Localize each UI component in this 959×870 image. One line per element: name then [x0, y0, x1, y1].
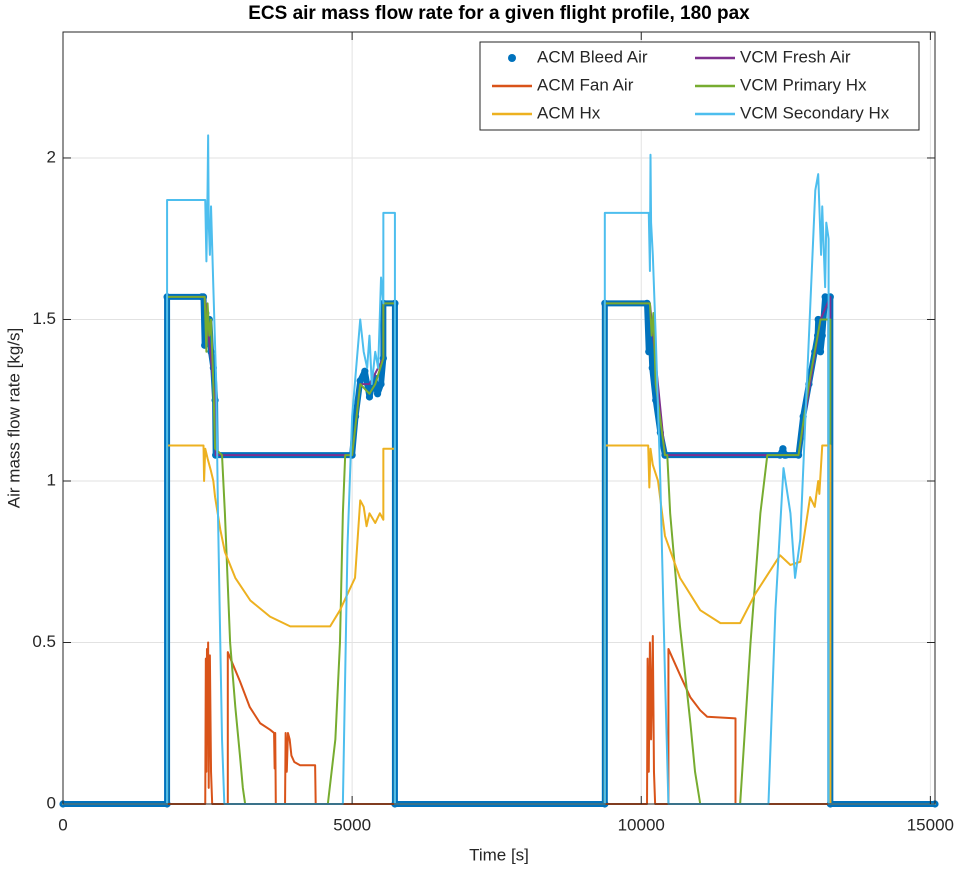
series-line: [62, 134, 936, 805]
axes: 0 5000 10000 15000 0 0.5 1 1.5 2: [32, 31, 954, 834]
y-tick-label: 0.5: [32, 632, 56, 651]
axes-box: [62, 31, 936, 805]
data-point: [361, 367, 369, 375]
data-point: [645, 348, 653, 356]
data-point: [373, 390, 382, 398]
chart-title: ECS air mass flow rate for a given fligh…: [248, 3, 750, 24]
data-point: [821, 293, 829, 301]
x-tick-label: 0: [58, 815, 67, 834]
y-tick-label: 1: [47, 470, 56, 489]
data-point: [377, 380, 385, 388]
legend-label: ACM Hx: [537, 103, 601, 122]
x-tick-label: 15000: [907, 815, 954, 834]
y-tick-label: 0: [47, 793, 56, 812]
data-point: [816, 348, 825, 356]
series-line: [62, 295, 936, 805]
y-axis-label: Air mass flow rate [kg/s]: [4, 328, 23, 508]
y-tick-label: 1.5: [32, 309, 56, 328]
data-point: [356, 377, 364, 385]
x-tick-label: 10000: [618, 815, 665, 834]
legend-label: VCM Primary Hx: [740, 75, 867, 94]
legend-label: VCM Fresh Air: [740, 47, 851, 66]
legend-label: ACM Fan Air: [537, 75, 634, 94]
data-point: [818, 332, 826, 340]
data-point: [648, 364, 656, 372]
legend-label: VCM Secondary Hx: [740, 103, 890, 122]
legend-label: ACM Bleed Air: [537, 47, 648, 66]
legend: ACM Bleed Air VCM Fresh Air ACM Fan Air VCM…: [479, 41, 920, 131]
data-point: [365, 393, 374, 401]
legend-marker: [508, 54, 516, 62]
data-point: [779, 445, 787, 453]
x-axis-label: Time [s]: [469, 845, 529, 864]
x-tick-label: 5000: [333, 815, 371, 834]
y-tick-label: 2: [47, 147, 56, 166]
